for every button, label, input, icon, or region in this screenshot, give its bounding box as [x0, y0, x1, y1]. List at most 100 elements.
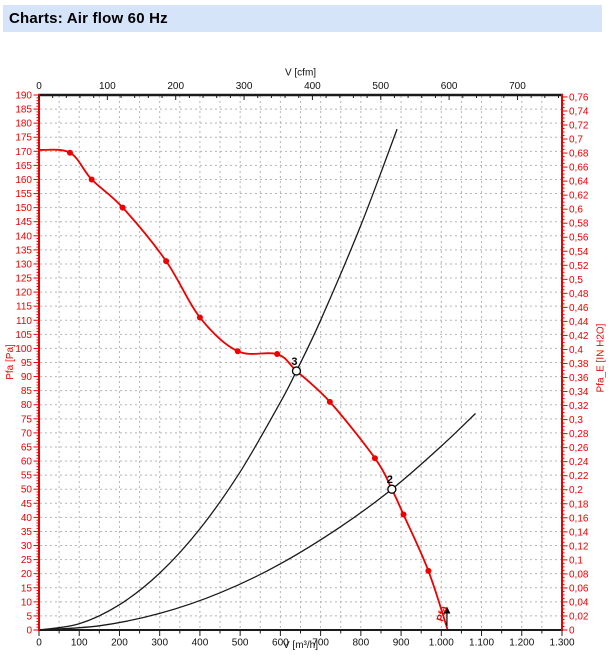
- right-tick-label: 0,58: [569, 219, 589, 230]
- fan-curve-name-label: Pfa: [435, 604, 450, 623]
- right-tick-label: 0,08: [569, 569, 589, 580]
- right-tick-label: 0,76: [569, 92, 589, 103]
- fan-pressure-curve-marker: [371, 455, 378, 462]
- bottom-tick-label: 700: [312, 638, 329, 649]
- bottom-tick-label: 0: [36, 638, 42, 649]
- top-tick-label: 100: [99, 81, 116, 92]
- fan-pressure-curve-marker: [400, 511, 407, 518]
- bottom-tick-label: 1.100: [469, 638, 494, 649]
- bottom-tick-label: 400: [192, 638, 209, 649]
- right-tick-label: 0,7: [569, 135, 583, 146]
- right-tick-label: 0,32: [569, 401, 589, 412]
- left-tick-label: 40: [21, 513, 33, 524]
- left-tick-label: 45: [21, 499, 33, 510]
- left-tick-label: 30: [21, 541, 33, 552]
- fan-pressure-curve-marker: [66, 149, 73, 156]
- right-tick-label: 0,12: [569, 541, 589, 552]
- left-axis-title: Pfa [Pa]: [5, 344, 16, 380]
- left-tick-label: 100: [15, 344, 32, 355]
- operating-point-2: [387, 484, 397, 494]
- fan-pressure-curve-marker: [234, 348, 241, 355]
- right-tick-label: 0,1: [569, 555, 583, 566]
- right-tick-label: 0,4: [569, 345, 583, 356]
- left-tick-label: 80: [21, 400, 33, 411]
- top-tick-label: 400: [304, 81, 321, 92]
- bottom-tick-label: 100: [71, 638, 88, 649]
- page-title: Charts: Air flow 60 Hz: [9, 10, 168, 27]
- left-tick-label: 180: [15, 119, 32, 130]
- right-tick-label: 0,36: [569, 373, 589, 384]
- right-tick-label: 0,66: [569, 163, 589, 174]
- left-tick-label: 90: [21, 372, 33, 383]
- left-tick-label: 125: [15, 274, 32, 285]
- top-tick-label: 200: [167, 81, 184, 92]
- fan-pressure-curve-marker: [274, 351, 281, 358]
- bottom-tick-label: 600: [272, 638, 289, 649]
- curve-end-arrowhead: [443, 606, 451, 614]
- left-tick-label: 60: [21, 457, 33, 468]
- top-tick-label: 600: [441, 81, 458, 92]
- right-tick-label: 0,14: [569, 527, 589, 538]
- left-tick-label: 20: [21, 569, 33, 580]
- right-tick-label: 0,52: [569, 261, 589, 272]
- bottom-tick-label: 800: [353, 638, 370, 649]
- page-title-bar: Charts: Air flow 60 Hz: [3, 5, 602, 32]
- left-tick-label: 65: [21, 442, 33, 453]
- axis-ticks-labels: 0 100 200 300 400 500 600 700 800 900 1.000 1.100 1.…: [15, 81, 589, 649]
- left-tick-label: 55: [21, 471, 33, 482]
- series-curves: [38, 128, 476, 631]
- right-tick-label: 0,6: [569, 205, 583, 216]
- top-tick-label: 300: [236, 81, 253, 92]
- bottom-tick-label: 500: [232, 638, 249, 649]
- bottom-axis-title: V [m³/h]: [283, 640, 318, 651]
- left-tick-label: 165: [15, 161, 32, 172]
- left-tick-label: 120: [15, 288, 32, 299]
- right-axis-title: Pfa_E [IN H2O]: [596, 323, 607, 392]
- fan-pressure-curve-marker: [326, 398, 333, 405]
- fan-pressure-curve-marker: [163, 258, 170, 265]
- left-tick-label: 35: [21, 527, 33, 538]
- top-tick-label: 700: [509, 81, 526, 92]
- left-tick-label: 185: [15, 105, 32, 116]
- right-tick-label: 0,62: [569, 191, 589, 202]
- left-tick-label: 145: [15, 217, 32, 228]
- left-tick-label: 140: [15, 231, 32, 242]
- system-curve-shallow: [38, 413, 476, 631]
- left-tick-label: 25: [21, 555, 33, 566]
- right-tick-label: 0,54: [569, 247, 589, 258]
- right-tick-label: 0,56: [569, 233, 589, 244]
- system-curve-steep: [38, 128, 398, 631]
- right-tick-label: 0,18: [569, 499, 589, 510]
- right-tick-label: 0,5: [569, 275, 583, 286]
- top-tick-label: 0: [36, 81, 42, 92]
- right-tick-label: 0,16: [569, 513, 589, 524]
- right-tick-label: 0,28: [569, 429, 589, 440]
- fan-pressure-curve-marker: [425, 567, 432, 574]
- left-tick-label: 160: [15, 175, 32, 186]
- operating-point-3: [291, 366, 302, 376]
- right-tick-label: 0,38: [569, 359, 589, 370]
- annotations: 3 2 Pfa: [291, 356, 451, 626]
- right-tick-label: 0: [569, 626, 575, 637]
- left-tick-label: 15: [21, 583, 33, 594]
- bottom-tick-label: 200: [111, 638, 128, 649]
- left-tick-label: 75: [21, 414, 33, 425]
- left-tick-label: 130: [15, 259, 32, 270]
- bottom-tick-label: 1.300: [549, 638, 574, 649]
- top-tick-label: 500: [372, 81, 389, 92]
- right-tick-label: 0,04: [569, 597, 589, 608]
- right-tick-label: 0,24: [569, 457, 589, 468]
- right-tick-label: 0,48: [569, 289, 589, 300]
- left-tick-label: 110: [16, 316, 32, 327]
- operating-point-label-2: 2: [387, 474, 393, 486]
- right-tick-label: 0,68: [569, 149, 589, 160]
- bottom-tick-label: 1.000: [429, 638, 454, 649]
- left-tick-label: 105: [15, 330, 32, 341]
- right-tick-label: 0,74: [569, 106, 589, 117]
- right-tick-label: 0,46: [569, 303, 589, 314]
- left-tick-label: 70: [21, 428, 33, 439]
- right-tick-label: 0,3: [569, 415, 583, 426]
- left-tick-label: 10: [21, 597, 33, 608]
- grid: [40, 96, 561, 629]
